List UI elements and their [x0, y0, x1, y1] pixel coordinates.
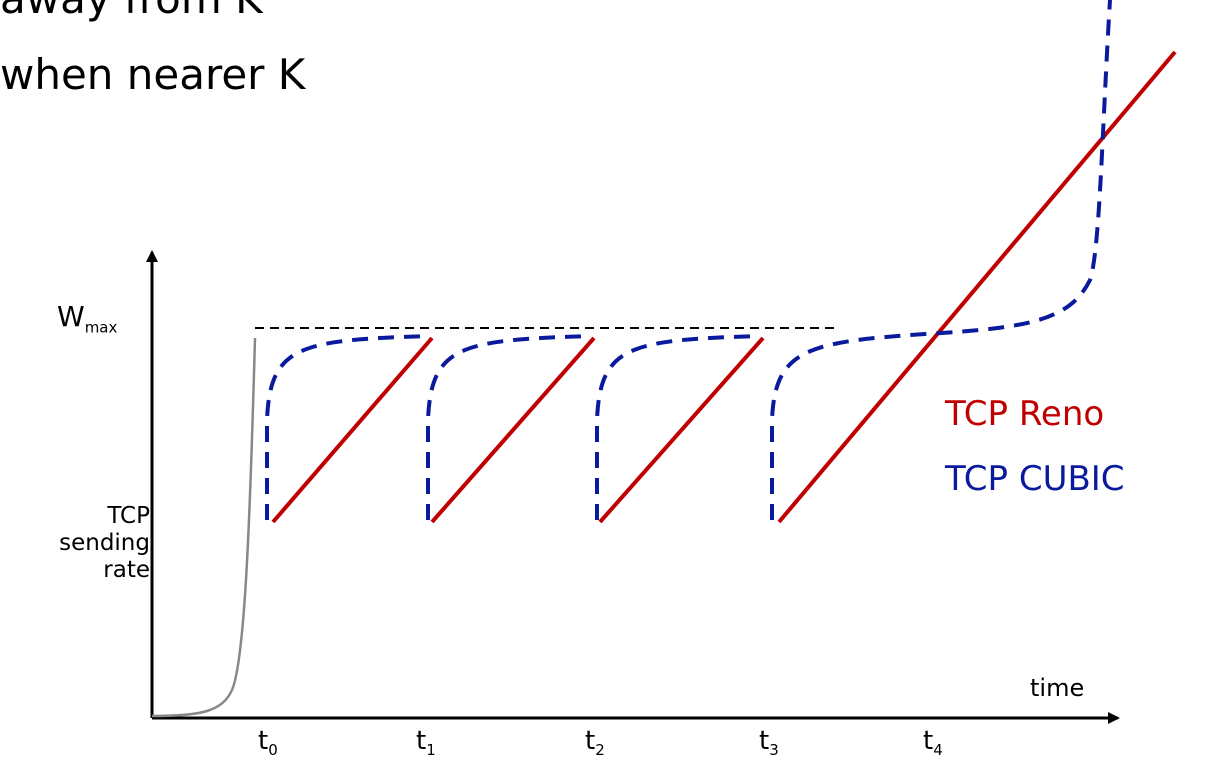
cubic-curve-2: [426, 334, 592, 520]
x-tick-t4: t4: [923, 728, 943, 758]
x-tick-t0: t0: [258, 728, 278, 758]
slow-start-curve: [151, 337, 257, 718]
cubic-curve-3: [595, 334, 761, 520]
x-axis-label: time: [1030, 674, 1085, 702]
wmax-label-sub: max: [84, 318, 118, 337]
cubic-series: [265, 0, 1112, 520]
x-tick-base: t: [585, 726, 596, 756]
x-tick-sub: 4: [933, 741, 943, 760]
x-tick-t2: t2: [585, 728, 605, 758]
x-tick-base: t: [759, 726, 770, 756]
x-tick-sub: 3: [769, 741, 779, 760]
x-tick-base: t: [416, 726, 427, 756]
wmax-label-base: W: [57, 300, 85, 333]
cubic-curve-1: [265, 334, 431, 520]
reno-segment-2: [430, 336, 596, 524]
y-axis-label: TCP sending rate: [59, 503, 150, 584]
slide-heading-line-2: when nearer K: [0, 50, 306, 99]
legend-cubic: TCP CUBIC: [945, 459, 1125, 499]
cubic-curve-4: [770, 0, 1112, 520]
reno-series: [271, 50, 1177, 524]
x-tick-t1: t1: [416, 728, 436, 758]
x-tick-base: t: [258, 726, 269, 756]
y-label-line: rate: [103, 557, 150, 583]
y-label-line: sending: [59, 530, 150, 556]
x-tick-sub: 0: [268, 741, 278, 760]
legend-reno: TCP Reno: [945, 394, 1105, 434]
reno-segment-3: [598, 336, 765, 524]
reno-segment-1: [271, 336, 434, 524]
y-label-line: TCP: [107, 503, 150, 529]
y-tick-wmax: Wmax: [57, 303, 117, 336]
slide-heading-line-1: away from K: [0, 0, 263, 20]
x-tick-sub: 2: [595, 741, 605, 760]
x-tick-base: t: [923, 726, 934, 756]
x-tick-t3: t3: [759, 728, 779, 758]
reno-segment-4: [777, 50, 1177, 524]
x-tick-sub: 1: [426, 741, 436, 760]
